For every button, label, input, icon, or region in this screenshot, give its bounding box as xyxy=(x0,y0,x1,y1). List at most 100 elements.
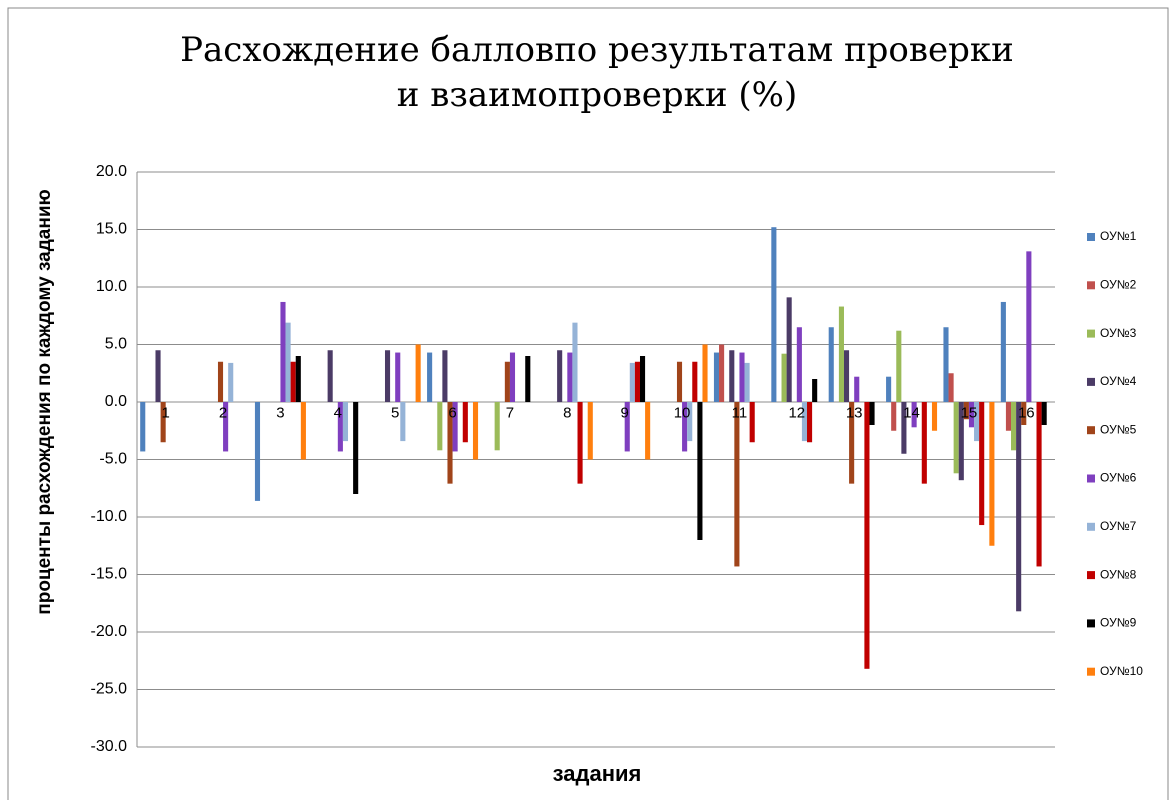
x-tick-label: 16 xyxy=(1018,404,1035,421)
bar xyxy=(577,402,583,484)
bar xyxy=(963,402,969,420)
bar xyxy=(931,402,938,431)
chart-title: и взаимопроверки (%) xyxy=(397,75,797,115)
bar xyxy=(692,361,698,402)
bar xyxy=(801,402,808,442)
bar xyxy=(786,297,792,402)
y-axis-label: проценты расхождения по каждому заданию xyxy=(34,189,55,615)
x-tick-label: 1 xyxy=(162,404,170,421)
legend-label: ОУ№7 xyxy=(1100,519,1137,533)
bar xyxy=(943,327,949,402)
bar xyxy=(427,352,433,402)
bar xyxy=(462,402,468,443)
y-tick-label: 10.0 xyxy=(96,278,127,295)
bar xyxy=(921,402,927,484)
legend-swatch xyxy=(1087,233,1095,241)
legend-swatch xyxy=(1087,667,1095,676)
bar xyxy=(864,402,870,669)
bar xyxy=(629,362,635,402)
bar xyxy=(697,402,703,540)
y-tick-label: -15.0 xyxy=(91,566,128,583)
bar xyxy=(734,402,740,567)
legend-label: ОУ№3 xyxy=(1100,326,1137,340)
x-tick-label: 2 xyxy=(219,404,227,421)
legend-swatch xyxy=(1087,426,1095,435)
bar xyxy=(437,402,443,451)
legend-swatch xyxy=(1087,619,1095,628)
bar xyxy=(749,402,755,443)
bar xyxy=(337,402,343,452)
bar xyxy=(702,344,708,402)
bar xyxy=(254,402,261,501)
bar xyxy=(958,402,964,481)
y-tick-label: 0.0 xyxy=(105,393,127,410)
bar xyxy=(886,376,892,402)
bar xyxy=(838,306,844,402)
y-tick-label: -20.0 xyxy=(91,623,128,640)
legend-swatch xyxy=(1087,377,1095,386)
chart-title: Расхождение балловпо результатам проверк… xyxy=(180,30,1014,70)
bar xyxy=(639,356,646,402)
bar xyxy=(687,402,693,442)
bar xyxy=(891,402,897,431)
bar xyxy=(452,402,458,452)
legend-swatch xyxy=(1087,329,1095,338)
legend-swatch xyxy=(1087,281,1095,290)
bar xyxy=(228,362,234,402)
x-tick-label: 8 xyxy=(563,404,571,421)
bar xyxy=(744,362,750,402)
bar xyxy=(911,402,917,428)
bar xyxy=(828,327,834,402)
bar xyxy=(948,373,954,402)
bar xyxy=(140,402,146,452)
bar xyxy=(1026,251,1032,402)
bar xyxy=(1036,402,1042,567)
bar xyxy=(290,361,296,402)
bar xyxy=(327,350,333,402)
bar xyxy=(729,350,735,402)
legend-swatch xyxy=(1087,522,1095,531)
x-tick-label: 15 xyxy=(961,404,978,421)
bar xyxy=(843,350,850,402)
y-tick-label: -30.0 xyxy=(91,738,128,755)
bar xyxy=(572,322,578,402)
bar xyxy=(342,402,349,442)
bar xyxy=(796,327,802,402)
bar xyxy=(682,402,688,452)
bar xyxy=(624,402,630,452)
bar xyxy=(739,352,745,402)
bar xyxy=(442,350,448,402)
bar xyxy=(634,361,640,402)
bar xyxy=(849,402,855,484)
bar xyxy=(384,350,391,402)
bar xyxy=(781,353,787,402)
legend-label: ОУ№8 xyxy=(1100,567,1137,581)
bar xyxy=(1016,402,1022,612)
bar xyxy=(901,402,907,454)
bar xyxy=(494,402,500,451)
x-tick-label: 10 xyxy=(674,404,691,421)
legend-label: ОУ№2 xyxy=(1100,277,1137,291)
x-tick-label: 3 xyxy=(276,404,284,421)
y-tick-label: 5.0 xyxy=(105,336,127,353)
bar xyxy=(395,352,401,402)
x-tick-label: 11 xyxy=(732,404,748,421)
bar xyxy=(869,402,875,425)
bar xyxy=(400,402,406,442)
legend-label: ОУ№5 xyxy=(1100,422,1137,436)
bar xyxy=(979,402,985,526)
bar xyxy=(504,361,510,402)
bar xyxy=(676,361,683,402)
bar xyxy=(280,301,286,402)
bar xyxy=(974,402,980,442)
legend-swatch xyxy=(1087,474,1095,483)
bar xyxy=(223,402,229,452)
legend-swatch xyxy=(1087,571,1095,580)
x-tick-label: 13 xyxy=(846,404,863,421)
x-tick-label: 14 xyxy=(903,404,920,421)
bar xyxy=(285,322,291,402)
bar xyxy=(713,352,720,402)
y-tick-label: -5.0 xyxy=(99,451,127,468)
legend-label: ОУ№1 xyxy=(1100,229,1137,243)
